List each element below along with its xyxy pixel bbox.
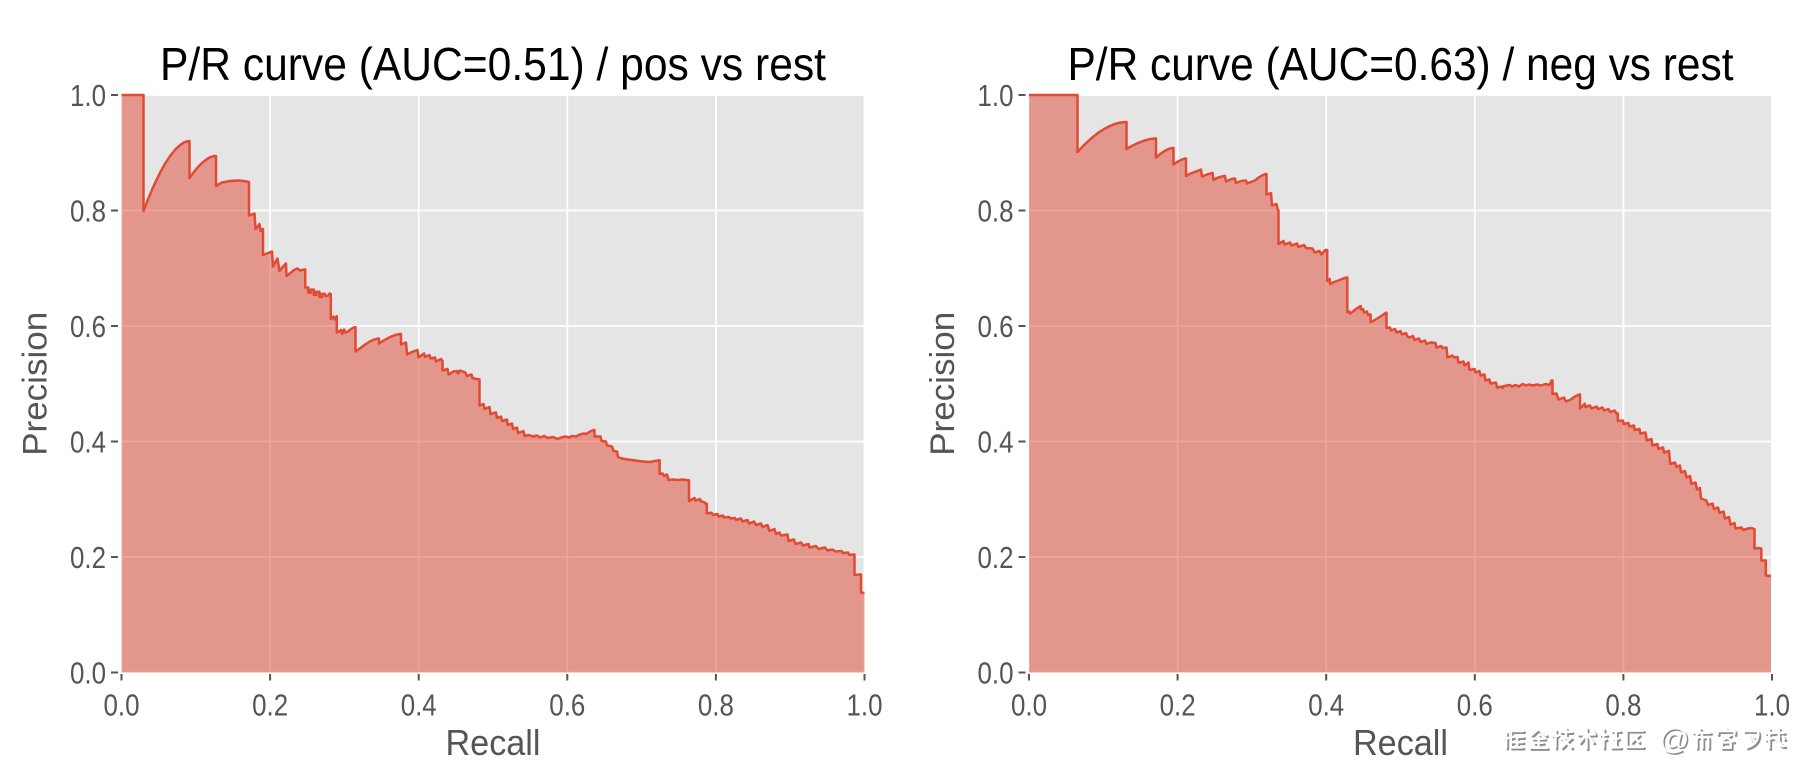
svg-text:1.0: 1.0 (1754, 688, 1790, 722)
svg-text:0.8: 0.8 (70, 194, 106, 228)
svg-text:0.6: 0.6 (549, 688, 585, 722)
svg-text:0.2: 0.2 (1160, 688, 1196, 722)
svg-text:1.0: 1.0 (847, 688, 883, 722)
svg-text:0.8: 0.8 (698, 688, 734, 722)
svg-text:0.8: 0.8 (978, 194, 1014, 228)
svg-text:@: @ (1659, 723, 1689, 756)
svg-text:0.4: 0.4 (401, 688, 437, 722)
svg-text:0.4: 0.4 (1308, 688, 1344, 722)
svg-text:0.4: 0.4 (70, 425, 106, 459)
svg-text:0.0: 0.0 (978, 656, 1014, 690)
svg-text:0.6: 0.6 (978, 310, 1014, 344)
svg-text:Precision: Precision (924, 312, 962, 456)
svg-text:Recall: Recall (1353, 722, 1448, 763)
svg-text:0.0: 0.0 (70, 656, 106, 690)
svg-text:0.4: 0.4 (978, 425, 1014, 459)
svg-text:0.0: 0.0 (1011, 688, 1047, 722)
svg-text:0.2: 0.2 (978, 541, 1014, 575)
svg-text:0.0: 0.0 (104, 688, 140, 722)
svg-text:@: @ (1661, 725, 1691, 758)
svg-text:Precision: Precision (17, 312, 55, 456)
svg-text:P/R curve (AUC=0.63) / neg vs: P/R curve (AUC=0.63) / neg vs rest (1068, 38, 1734, 90)
svg-text:0.2: 0.2 (252, 688, 288, 722)
svg-text:0.8: 0.8 (1605, 688, 1641, 722)
svg-text:0.2: 0.2 (70, 541, 106, 575)
svg-text:1.0: 1.0 (70, 79, 106, 113)
svg-text:0.6: 0.6 (70, 310, 106, 344)
svg-text:1.0: 1.0 (978, 79, 1014, 113)
svg-text:P/R curve (AUC=0.51) / pos vs: P/R curve (AUC=0.51) / pos vs rest (160, 38, 826, 90)
svg-text:Recall: Recall (446, 722, 541, 763)
svg-text:0.6: 0.6 (1457, 688, 1493, 722)
